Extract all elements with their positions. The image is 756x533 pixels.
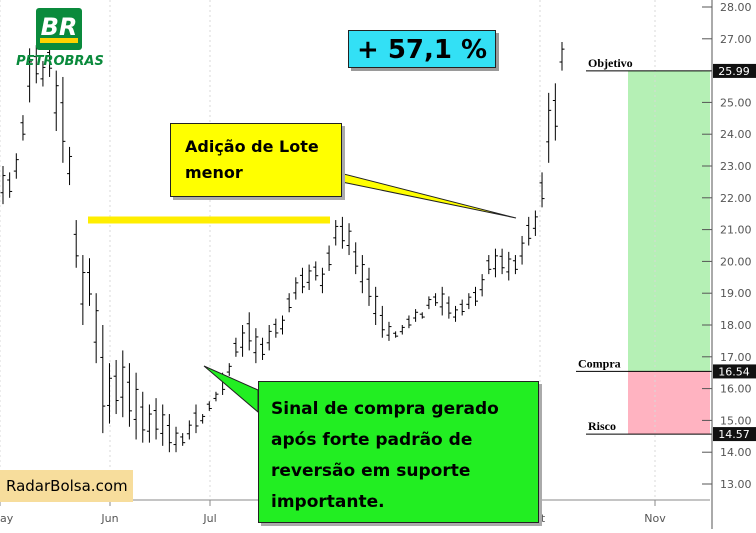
lot-note-line: menor bbox=[185, 163, 243, 182]
lot-note: Adição de Lote menor bbox=[170, 123, 342, 197]
y-tick-label: 15.00 bbox=[720, 414, 752, 427]
buy-note-line: após forte padrão de bbox=[271, 430, 473, 450]
x-tick-label: Nov bbox=[644, 512, 666, 525]
x-tick-label: Jul bbox=[202, 512, 216, 525]
y-tick-label: 28.00 bbox=[720, 1, 752, 14]
y-tick-label: 24.00 bbox=[720, 128, 752, 141]
x-tick-label: ay bbox=[0, 512, 14, 525]
lot-note-line: Adição de Lote bbox=[185, 137, 319, 156]
x-tick-label: Jun bbox=[100, 512, 118, 525]
lot-note-pointer bbox=[334, 171, 517, 219]
y-tick-label: 21.00 bbox=[720, 224, 752, 237]
y-tick-label: 16.00 bbox=[720, 383, 752, 396]
target-zone bbox=[628, 70, 710, 372]
level-price-tag bbox=[713, 427, 756, 442]
x-tick-label: ct bbox=[535, 512, 546, 525]
gain-badge: + 57,1 % bbox=[348, 30, 496, 68]
logo-yellow-bar bbox=[40, 38, 78, 43]
level-price-tag bbox=[713, 63, 756, 78]
logo-br-text: BR bbox=[40, 13, 78, 41]
y-tick-label: 27.00 bbox=[720, 33, 752, 46]
buy-signal-note: Sinal de compra gerado após forte padrão… bbox=[258, 381, 539, 523]
level-name: Objetivo bbox=[588, 56, 633, 70]
y-tick-label: 18.00 bbox=[720, 319, 752, 332]
logo-badge bbox=[36, 8, 82, 50]
buy-note-line: reversão em suporte bbox=[271, 461, 471, 481]
y-tick-label: 17.00 bbox=[720, 351, 752, 364]
buy-note-line: importante. bbox=[271, 492, 385, 512]
level-name: Compra bbox=[578, 356, 621, 370]
level-price-label: 14.57 bbox=[718, 428, 750, 441]
level-name: Risco bbox=[588, 419, 616, 433]
y-tick-label: 19.00 bbox=[720, 287, 752, 300]
logo-company-name: PETROBRAS bbox=[16, 54, 104, 69]
buy-note-pointer bbox=[203, 365, 259, 414]
level-price-label: 16.54 bbox=[718, 365, 750, 378]
y-tick-label: 23.00 bbox=[720, 160, 752, 173]
y-tick-label: 13.00 bbox=[720, 478, 752, 491]
watermark: RadarBolsa.com bbox=[0, 470, 133, 502]
buy-note-line: Sinal de compra gerado bbox=[271, 399, 499, 419]
y-tick-label: 25.00 bbox=[720, 96, 752, 109]
level-price-tag bbox=[713, 364, 756, 379]
level-price-label: 25.99 bbox=[718, 65, 750, 78]
petrobras-logo: BR PETROBRAS bbox=[4, 8, 116, 72]
y-tick-label: 20.00 bbox=[720, 255, 752, 268]
y-tick-label: 14.00 bbox=[720, 446, 752, 459]
risk-zone bbox=[628, 371, 710, 435]
y-tick-label: 22.00 bbox=[720, 192, 752, 205]
